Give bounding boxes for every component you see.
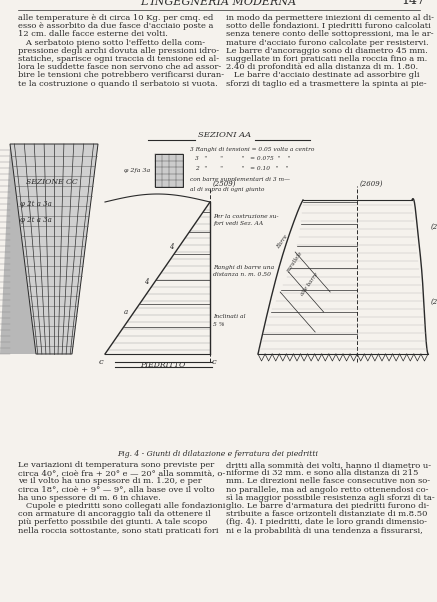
Text: Le barre d'acciaio destinate ad assorbire gli: Le barre d'acciaio destinate ad assorbir… [226, 72, 420, 79]
Text: sotto delle fondazioni. I piedritti furono calcolati: sotto delle fondazioni. I piedritti furo… [226, 22, 431, 30]
Text: esso è assorbito da due fasce d'acciaio poste a: esso è assorbito da due fasce d'acciaio … [18, 22, 213, 30]
Text: dritti alla sommità dei volti, hanno il diametro u-: dritti alla sommità dei volti, hanno il … [226, 461, 431, 469]
Text: nella roccia sottostante, sono stati praticati fori: nella roccia sottostante, sono stati pra… [18, 527, 218, 535]
Text: stribuite a fasce orizonteli distanziate di m.8.50: stribuite a fasce orizonteli distanziate… [226, 510, 427, 518]
Text: 5 %: 5 % [213, 321, 225, 326]
Text: (2509): (2509) [213, 180, 236, 188]
Text: (2332): (2332) [431, 298, 437, 306]
Text: 147: 147 [401, 0, 425, 7]
Text: c: c [212, 358, 217, 366]
Text: Le barre d'ancoraggio sono di diametro 45 mm.: Le barre d'ancoraggio sono di diametro 4… [226, 47, 428, 55]
Text: fori vedi Sez. AA: fori vedi Sez. AA [213, 222, 263, 226]
Text: con armature di ancoraggio tali da ottenere il: con armature di ancoraggio tali da otten… [18, 510, 211, 518]
Text: 4: 4 [145, 278, 149, 286]
Text: alle barre: alle barre [300, 272, 320, 297]
Text: Barre: Barre [275, 234, 288, 250]
Text: ve il volto ha uno spessore di m. 1.20, e per: ve il volto ha uno spessore di m. 1.20, … [18, 477, 202, 485]
Text: lora le suddette fasce non servono che ad assor-: lora le suddette fasce non servono che a… [18, 63, 221, 71]
Text: A serbatoio pieno sotto l'effetto della com-: A serbatoio pieno sotto l'effetto della … [18, 39, 205, 46]
Text: alle temperature è di circa 10 Kg. per cmq. ed: alle temperature è di circa 10 Kg. per c… [18, 14, 213, 22]
Text: parallele: parallele [286, 250, 304, 273]
Text: glio. Le barre d'armatura dei piedritti furono di-: glio. Le barre d'armatura dei piedritti … [226, 502, 429, 510]
Text: distanza n. m. 0.50: distanza n. m. 0.50 [213, 272, 271, 276]
Text: φ 2fa 3a: φ 2fa 3a [124, 168, 150, 173]
Text: mature d'acciaio furono calcolate per resistervi.: mature d'acciaio furono calcolate per re… [226, 39, 429, 46]
Text: c: c [98, 358, 103, 366]
Text: Inclinati al: Inclinati al [213, 314, 246, 320]
Polygon shape [10, 144, 98, 354]
Text: sì la maggior possibile resistenza agli sforzi di ta-: sì la maggior possibile resistenza agli … [226, 494, 435, 502]
Text: circa 40°, cioè fra + 20° e — 20° alla sommità, o-: circa 40°, cioè fra + 20° e — 20° alla s… [18, 469, 225, 477]
Bar [155, 154, 183, 187]
Text: al di sopra di ogni giunto: al di sopra di ogni giunto [190, 187, 264, 191]
Text: (2469): (2469) [431, 223, 437, 231]
Text: circa 18°, cioè + 9° — 9°, alla base ove il volto: circa 18°, cioè + 9° — 9°, alla base ove… [18, 486, 215, 494]
Text: mm. Le direzioni nelle fasce consecutive non so-: mm. Le direzioni nelle fasce consecutive… [226, 477, 430, 485]
Text: 2.40 di profondità ed alla distanza di m. 1.80.: 2.40 di profondità ed alla distanza di m… [226, 63, 418, 71]
Text: Fig. 4 - Giunti di dilatazione e ferratura dei piedritti: Fig. 4 - Giunti di dilatazione e ferratu… [118, 450, 319, 458]
Text: SEZIONE CC: SEZIONE CC [26, 178, 78, 186]
Text: 3   "       "          "   = 0.075  "    ": 3 " " " = 0.075 " " [195, 157, 291, 161]
Text: più perfetto possibile dei giunti. A tale scopo: più perfetto possibile dei giunti. A tal… [18, 518, 207, 526]
Text: suggellate in fori praticati nella roccia fino a m.: suggellate in fori praticati nella rocci… [226, 55, 427, 63]
Text: niforme di 32 mm. e sono alla distanza di 215: niforme di 32 mm. e sono alla distanza d… [226, 469, 418, 477]
Text: Ranghi di barre una: Ranghi di barre una [213, 264, 274, 270]
Text: sforzi di taglio ed a trasmettere la spinta ai pie-: sforzi di taglio ed a trasmettere la spi… [226, 79, 427, 88]
Text: 3 Ranghi di tensioni = 0.05 volta a centro: 3 Ranghi di tensioni = 0.05 volta a cent… [190, 147, 314, 152]
Text: statiche, sparisce ogni traccia di tensione ed al-: statiche, sparisce ogni traccia di tensi… [18, 55, 219, 63]
Text: SEZIONI AA: SEZIONI AA [198, 131, 252, 139]
Text: Le variazioni di temperatura sono previste per: Le variazioni di temperatura sono previs… [18, 461, 214, 469]
Text: in modo da permettere iniezioni di cemento al di-: in modo da permettere iniezioni di cemen… [226, 14, 434, 22]
Text: senza tenere conto delle sottopressioni, ma le ar-: senza tenere conto delle sottopressioni,… [226, 30, 434, 39]
Text: 12 cm. dalle facce esterne dei volti.: 12 cm. dalle facce esterne dei volti. [18, 30, 168, 39]
Text: pressione degli archi dovuta alle pressioni idro-: pressione degli archi dovuta alle pressi… [18, 47, 219, 55]
Text: L'INGEGNERIA MODERNA: L'INGEGNERIA MODERNA [140, 0, 296, 7]
Text: (fig. 4). I piedritti, date le loro grandi dimensio-: (fig. 4). I piedritti, date le loro gran… [226, 518, 427, 526]
Text: PIEDRITTO: PIEDRITTO [140, 361, 186, 369]
Text: no parallele, ma ad angolo retto ottenendosi co-: no parallele, ma ad angolo retto ottenen… [226, 486, 429, 494]
Text: con barre supplementari di 3 m—: con barre supplementari di 3 m— [190, 178, 290, 182]
Text: 2   "       "          "   = 0.10   "    ": 2 " " " = 0.10 " " [195, 166, 288, 170]
Text: φ 2t a 3a: φ 2t a 3a [20, 200, 52, 208]
Text: ha uno spessore di m. 6 in chiave.: ha uno spessore di m. 6 in chiave. [18, 494, 161, 502]
Text: bire le tensioni che potrebbero verificarsi duran-: bire le tensioni che potrebbero verifica… [18, 72, 224, 79]
Text: Per la costruzione su-: Per la costruzione su- [213, 214, 278, 220]
Text: ni e la probabilità di una tendenza a fissurarsi,: ni e la probabilità di una tendenza a fi… [226, 527, 423, 535]
Text: φ 2t a 3a: φ 2t a 3a [20, 216, 52, 224]
Text: 4: 4 [169, 243, 173, 251]
Text: Cupole e piedritti sono collegati alle fondazioni: Cupole e piedritti sono collegati alle f… [18, 502, 225, 510]
Text: a: a [124, 308, 128, 316]
Polygon shape [0, 144, 98, 354]
Text: te la costruzione o quando il serbatoio si vuota.: te la costruzione o quando il serbatoio … [18, 79, 218, 88]
Text: (2609): (2609) [360, 180, 384, 188]
